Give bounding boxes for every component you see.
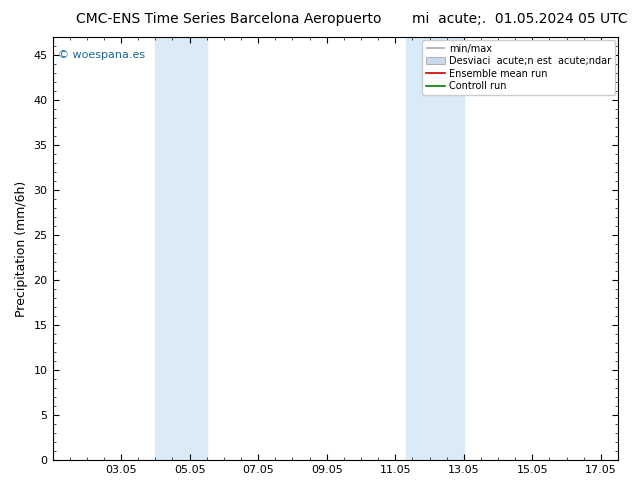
Text: CMC-ENS Time Series Barcelona Aeropuerto: CMC-ENS Time Series Barcelona Aeropuerto [76, 12, 382, 26]
Y-axis label: Precipitation (mm/6h): Precipitation (mm/6h) [15, 180, 28, 317]
Legend: min/max, Desviaci  acute;n est  acute;ndar, Ensemble mean run, Controll run: min/max, Desviaci acute;n est acute;ndar… [422, 40, 615, 95]
Bar [155, 37, 207, 460]
Text: © woespana.es: © woespana.es [58, 50, 145, 60]
Text: mi  acute;.  01.05.2024 05 UTC: mi acute;. 01.05.2024 05 UTC [412, 12, 628, 26]
Bar [406, 37, 464, 460]
